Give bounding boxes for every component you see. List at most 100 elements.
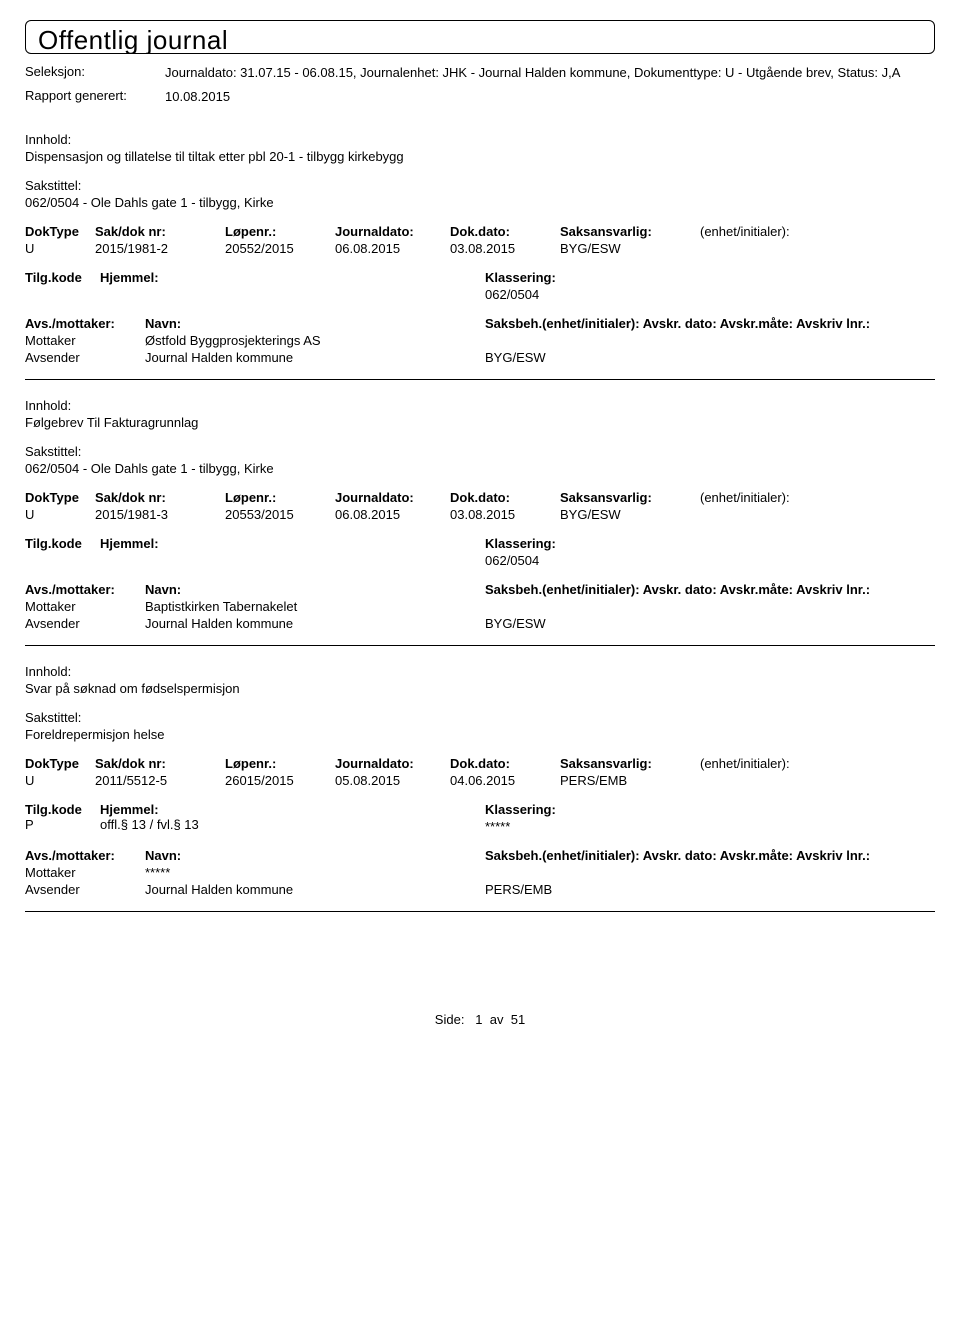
journal-entry: Innhold: Følgebrev Til Fakturagrunnlag S… (25, 380, 935, 646)
innhold-text: Svar på søknad om fødselspermisjon (25, 681, 935, 696)
avsender-row: Avsender Journal Halden kommune BYG/ESW (25, 350, 935, 365)
avsender-extra: PERS/EMB (485, 882, 935, 897)
avsender-label: Avsender (25, 350, 145, 365)
h-saksansv: Saksansvarlig: (560, 490, 700, 505)
v-saksansv: BYG/ESW (560, 241, 700, 256)
seleksjon-value: Journaldato: 31.07.15 - 06.08.15, Journa… (165, 64, 935, 82)
h-ddato: Dok.dato: (450, 756, 560, 771)
tilgkode-label: Tilg.kode (25, 536, 100, 551)
v-doktype: U (25, 773, 95, 788)
v-lopenr: 26015/2015 (225, 773, 335, 788)
v-jdato: 06.08.2015 (335, 241, 450, 256)
avs-header-row: Avs./mottaker: Navn: Saksbeh.(enhet/init… (25, 582, 935, 597)
sakstittel-text: Foreldrepermisjon helse (25, 727, 935, 742)
mottaker-label: Mottaker (25, 333, 145, 348)
mottaker-value: Baptistkirken Tabernakelet (145, 599, 485, 614)
hjemmel-label: Hjemmel: (100, 802, 260, 817)
klassering-value: 062/0504 (485, 553, 935, 568)
innhold-label: Innhold: (25, 664, 935, 679)
innhold-label: Innhold: (25, 398, 935, 413)
h-ddato: Dok.dato: (450, 224, 560, 239)
avsender-row: Avsender Journal Halden kommune PERS/EMB (25, 882, 935, 897)
mottaker-row: Mottaker ***** (25, 865, 935, 880)
sakstittel-label: Sakstittel: (25, 710, 935, 725)
avsender-label: Avsender (25, 616, 145, 631)
mottaker-row: Mottaker Baptistkirken Tabernakelet (25, 599, 935, 614)
rapport-row: Rapport generert: 10.08.2015 (25, 88, 935, 106)
page-footer: Side: 1 av 51 (25, 1012, 935, 1027)
side-label: Side: (435, 1012, 465, 1027)
journal-entry: Innhold: Svar på søknad om fødselspermis… (25, 646, 935, 912)
v-doktype: U (25, 507, 95, 522)
klass-col: Klassering: ***** (485, 802, 935, 834)
avsender-value: Journal Halden kommune (145, 616, 485, 631)
v-enhet (700, 241, 935, 256)
klassering-label: Klassering: (485, 536, 935, 551)
v-saknr: 2011/5512-5 (95, 773, 225, 788)
innhold-text: Dispensasjon og tillatelse til tiltak et… (25, 149, 935, 164)
tilg-row: Tilg.kode Hjemmel: P offl.§ 13 / fvl.§ 1… (25, 802, 935, 834)
klass-col: Klassering: 062/0504 (485, 536, 935, 568)
v-lopenr: 20552/2015 (225, 241, 335, 256)
avsender-label: Avsender (25, 882, 145, 897)
h-doktype: DokType (25, 756, 95, 771)
avsender-value: Journal Halden kommune (145, 882, 485, 897)
page-title: Offentlig journal (38, 25, 922, 54)
sakstittel-label: Sakstittel: (25, 444, 935, 459)
rapport-value: 10.08.2015 (165, 88, 935, 106)
saksbeh-label: Saksbeh.(enhet/initialer): Avskr. dato: … (485, 316, 935, 331)
page-sep: av (490, 1012, 504, 1027)
data-header-row: DokType Sak/dok nr: Løpenr.: Journaldato… (25, 756, 935, 771)
v-ddato: 03.08.2015 (450, 241, 560, 256)
v-ddato: 04.06.2015 (450, 773, 560, 788)
avsender-value: Journal Halden kommune (145, 350, 485, 365)
seleksjon-label: Seleksjon: (25, 64, 165, 82)
data-value-row: U 2011/5512-5 26015/2015 05.08.2015 04.0… (25, 773, 935, 788)
entries: Innhold: Dispensasjon og tillatelse til … (25, 114, 935, 912)
v-ddato: 03.08.2015 (450, 507, 560, 522)
page-total: 51 (511, 1012, 525, 1027)
h-saksansv: Saksansvarlig: (560, 756, 700, 771)
mottaker-value: ***** (145, 865, 485, 880)
h-saknr: Sak/dok nr: (95, 756, 225, 771)
data-header-row: DokType Sak/dok nr: Løpenr.: Journaldato… (25, 224, 935, 239)
tilgkode-label: Tilg.kode (25, 802, 100, 817)
h-doktype: DokType (25, 490, 95, 505)
hjemmel-label: Hjemmel: (100, 536, 260, 551)
h-saknr: Sak/dok nr: (95, 224, 225, 239)
title-box: Offentlig journal (25, 20, 935, 54)
hjemmel-label: Hjemmel: (100, 270, 260, 285)
klassering-value: ***** (485, 819, 935, 834)
avs-mottaker-label: Avs./mottaker: (25, 582, 145, 597)
navn-label: Navn: (145, 316, 485, 331)
h-enhet: (enhet/initialer): (700, 756, 935, 771)
mottaker-label: Mottaker (25, 865, 145, 880)
mottaker-value: Østfold Byggprosjekterings AS (145, 333, 485, 348)
h-lopenr: Løpenr.: (225, 756, 335, 771)
avs-header-row: Avs./mottaker: Navn: Saksbeh.(enhet/init… (25, 848, 935, 863)
rapport-label: Rapport generert: (25, 88, 165, 106)
innhold-text: Følgebrev Til Fakturagrunnlag (25, 415, 935, 430)
avsender-extra: BYG/ESW (485, 350, 935, 365)
v-lopenr: 20553/2015 (225, 507, 335, 522)
h-jdato: Journaldato: (335, 756, 450, 771)
h-saknr: Sak/dok nr: (95, 490, 225, 505)
mottaker-label: Mottaker (25, 599, 145, 614)
avs-header-row: Avs./mottaker: Navn: Saksbeh.(enhet/init… (25, 316, 935, 331)
hjemmel-value: offl.§ 13 / fvl.§ 13 (100, 817, 199, 832)
h-lopenr: Løpenr.: (225, 224, 335, 239)
innhold-label: Innhold: (25, 132, 935, 147)
sakstittel-text: 062/0504 - Ole Dahls gate 1 - tilbygg, K… (25, 195, 935, 210)
sakstittel-text: 062/0504 - Ole Dahls gate 1 - tilbygg, K… (25, 461, 935, 476)
saksbeh-label: Saksbeh.(enhet/initialer): Avskr. dato: … (485, 582, 935, 597)
seleksjon-row: Seleksjon: Journaldato: 31.07.15 - 06.08… (25, 64, 935, 82)
v-enhet (700, 773, 935, 788)
tilgkode-label: Tilg.kode (25, 270, 100, 285)
data-value-row: U 2015/1981-3 20553/2015 06.08.2015 03.0… (25, 507, 935, 522)
v-doktype: U (25, 241, 95, 256)
avsender-row: Avsender Journal Halden kommune BYG/ESW (25, 616, 935, 631)
v-saknr: 2015/1981-2 (95, 241, 225, 256)
header-meta: Seleksjon: Journaldato: 31.07.15 - 06.08… (25, 64, 935, 106)
v-jdato: 05.08.2015 (335, 773, 450, 788)
avsender-extra: BYG/ESW (485, 616, 935, 631)
